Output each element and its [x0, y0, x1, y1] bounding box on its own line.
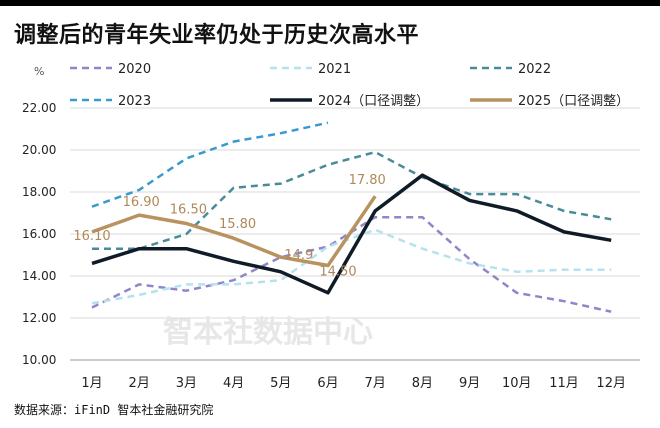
x-tick-label: 1月 [81, 376, 102, 391]
series-line-2024 [91, 173, 612, 295]
y-tick-label: 18.00 [22, 185, 56, 199]
page-title: 调整后的青年失业率仍处于历史次高水平 [14, 23, 420, 48]
series-line-2022 [92, 150, 612, 250]
x-tick-label: 2月 [129, 376, 150, 391]
series-lines [91, 121, 612, 313]
data-label: 14.9 [284, 248, 313, 263]
series-line-2021 [91, 228, 612, 305]
top-accent-bar [0, 0, 660, 6]
data-label: 15.80 [219, 217, 256, 232]
legend-label: 2023 [118, 94, 151, 109]
series-line-2025 [91, 195, 377, 268]
x-tick-label: 5月 [270, 376, 291, 391]
watermark: 智本社数据中心 [163, 315, 373, 350]
x-tick-label: 10月 [502, 376, 532, 391]
x-tick-label: 11月 [549, 376, 579, 391]
x-axis: 1月 2月 3月 4月 5月 6月 7月 8月 9月 10月 11月 12月 [81, 376, 626, 391]
source-note: 数据来源：iFinD 智本社金融研究院 [14, 403, 214, 417]
x-tick-label: 7月 [365, 376, 386, 391]
legend-label: 2021 [318, 62, 351, 77]
y-tick-label: 16.00 [22, 227, 56, 241]
data-label: 14.50 [319, 265, 356, 280]
x-tick-label: 6月 [317, 376, 338, 391]
grid-lines [70, 107, 640, 361]
y-tick-label: 10.00 [22, 353, 56, 367]
x-tick-label: 9月 [459, 376, 480, 391]
x-tick-label: 12月 [596, 376, 626, 391]
x-tick-label: 8月 [412, 376, 433, 391]
data-label: 17.80 [349, 173, 386, 188]
y-axis: 10.00 12.00 14.00 16.00 18.00 20.00 22.00 [22, 101, 56, 367]
data-label: 16.50 [170, 203, 207, 218]
y-tick-label: 20.00 [22, 143, 56, 157]
legend-label: 2025（口径调整） [518, 94, 629, 109]
legend-label: 2024（口径调整） [318, 94, 429, 109]
y-tick-label: 12.00 [22, 311, 56, 325]
legend: 2020 2021 2022 2023 2024（口径调整） 2025（口径调整） [70, 62, 629, 109]
series-line-2023 [91, 121, 329, 208]
data-labels: 16.10 16.90 16.50 15.80 14.9 14.50 17.80 [73, 173, 385, 279]
y-tick-label: 14.00 [22, 269, 56, 283]
x-tick-label: 4月 [223, 376, 244, 391]
y-unit-label: % [34, 65, 44, 78]
y-tick-label: 22.00 [22, 101, 56, 115]
legend-label: 2022 [518, 62, 551, 77]
data-label: 16.90 [123, 195, 160, 210]
x-tick-label: 3月 [176, 376, 197, 391]
data-label: 16.10 [73, 229, 110, 244]
legend-label: 2020 [118, 62, 151, 77]
